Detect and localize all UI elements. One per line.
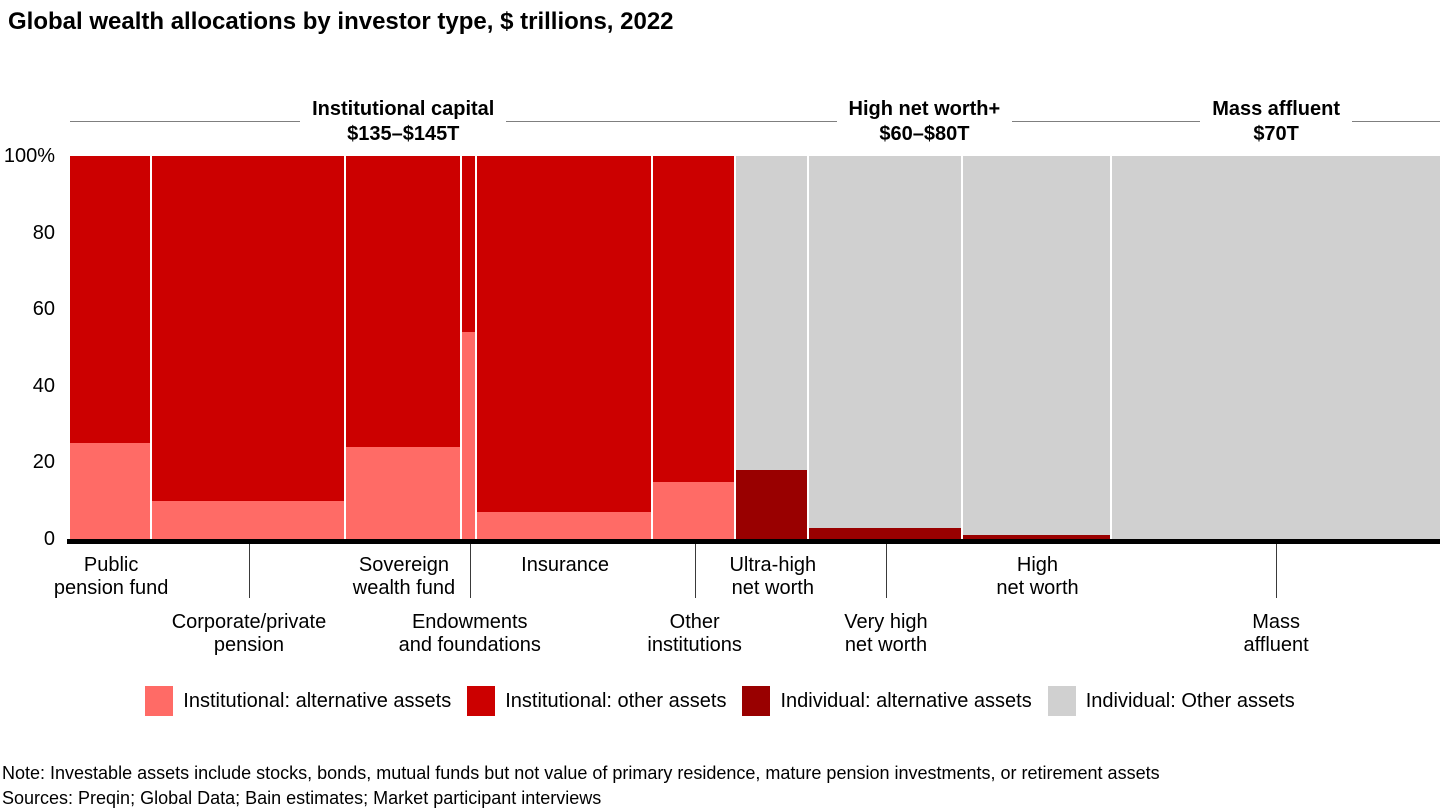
chart-column xyxy=(736,156,810,539)
segment-alternative-assets xyxy=(152,500,344,539)
legend-item: Individual: Other assets xyxy=(1047,686,1295,716)
legend-label: Individual: Other assets xyxy=(1085,690,1295,712)
y-axis-tick-label: 60 xyxy=(32,298,55,321)
chart-column xyxy=(809,156,963,539)
group-header-line xyxy=(1352,121,1440,122)
x-axis-label: Other institutions xyxy=(647,611,742,656)
x-axis-line xyxy=(67,539,1440,544)
legend-swatch xyxy=(145,686,174,716)
legend-swatch xyxy=(467,686,496,716)
chart-column xyxy=(152,156,346,539)
segment-other-assets xyxy=(70,156,151,444)
segment-alternative-assets xyxy=(736,470,808,539)
group-header: Mass affluent $70T xyxy=(1112,97,1440,147)
chart-column xyxy=(345,156,463,539)
segment-other-assets xyxy=(736,156,808,471)
x-axis-label: High net worth xyxy=(996,554,1079,599)
label-leader-tick xyxy=(1276,544,1278,598)
group-header-label: Mass affluent $70T xyxy=(1212,98,1341,145)
footnote: Note: Investable assets include stocks, … xyxy=(2,763,1160,783)
label-leader-tick xyxy=(469,544,471,598)
segment-other-assets xyxy=(477,156,651,513)
group-header-line xyxy=(70,121,301,122)
y-axis-tick-label: 100% xyxy=(3,145,55,167)
segment-other-assets xyxy=(462,156,476,333)
segment-alternative-assets xyxy=(345,447,461,539)
x-axis-label: Sovereign wealth fund xyxy=(352,554,456,599)
x-axis-label: Insurance xyxy=(521,554,609,576)
segment-alternative-assets xyxy=(462,332,476,539)
segment-alternative-assets xyxy=(652,481,735,539)
legend-label: Institutional: other assets xyxy=(505,690,727,712)
label-leader-tick xyxy=(885,544,887,598)
group-header-line xyxy=(736,121,837,122)
legend-item: Institutional: other assets xyxy=(467,686,726,716)
group-header-label: High net worth+ $60–$80T xyxy=(848,98,1001,145)
legend-swatch xyxy=(742,686,771,716)
x-axis-label: Endowments and foundations xyxy=(398,611,541,656)
y-axis-tick-label: 80 xyxy=(32,221,55,244)
group-header-line xyxy=(1012,121,1113,122)
chart-column xyxy=(462,156,478,539)
label-leader-tick xyxy=(248,544,250,598)
chart-column xyxy=(652,156,737,539)
chart-column xyxy=(962,156,1113,539)
segment-alternative-assets xyxy=(70,443,151,539)
segment-other-assets xyxy=(152,156,344,501)
segment-alternative-assets xyxy=(809,527,961,539)
x-axis-label: Very high net worth xyxy=(844,611,928,656)
x-axis-label: Ultra-high net worth xyxy=(729,554,817,599)
group-header: High net worth+ $60–$80T xyxy=(736,97,1113,147)
segment-alternative-assets xyxy=(962,535,1111,539)
group-header-line xyxy=(506,121,737,122)
legend: Institutional: alternative assets Institu… xyxy=(0,686,1440,716)
y-axis-tick-label: 0 xyxy=(43,528,55,550)
segment-other-assets xyxy=(1112,156,1440,539)
sources-line: Sources: Preqin; Global Data; Bain estim… xyxy=(2,788,602,808)
y-axis-tick-label: 40 xyxy=(32,374,55,397)
segment-alternative-assets xyxy=(477,512,651,539)
legend-label: Institutional: alternative assets xyxy=(183,690,452,712)
group-header: Institutional capital $135–$145T xyxy=(70,97,737,147)
x-axis-label: Public pension fund xyxy=(53,554,169,599)
legend-item: Individual: alternative assets xyxy=(742,686,1032,716)
segment-other-assets xyxy=(809,156,961,528)
group-header-line xyxy=(1112,121,1201,122)
x-axis-label: Mass affluent xyxy=(1243,611,1309,656)
chart-title: Global wealth allocations by investor ty… xyxy=(8,8,674,35)
chart-column xyxy=(1112,156,1440,539)
y-axis-tick-label: 20 xyxy=(32,451,55,474)
label-leader-tick xyxy=(694,544,696,598)
chart-column xyxy=(70,156,153,539)
chart-column xyxy=(477,156,653,539)
legend-label: Individual: alternative assets xyxy=(780,690,1032,712)
legend-swatch xyxy=(1047,686,1076,716)
plot-area xyxy=(70,156,1440,539)
segment-other-assets xyxy=(962,156,1111,536)
segment-other-assets xyxy=(345,156,461,448)
x-axis-label: Corporate/private pension xyxy=(171,611,327,656)
group-header-label: Institutional capital $135–$145T xyxy=(312,98,495,145)
legend-item: Institutional: alternative assets xyxy=(145,686,451,716)
segment-other-assets xyxy=(652,156,735,482)
